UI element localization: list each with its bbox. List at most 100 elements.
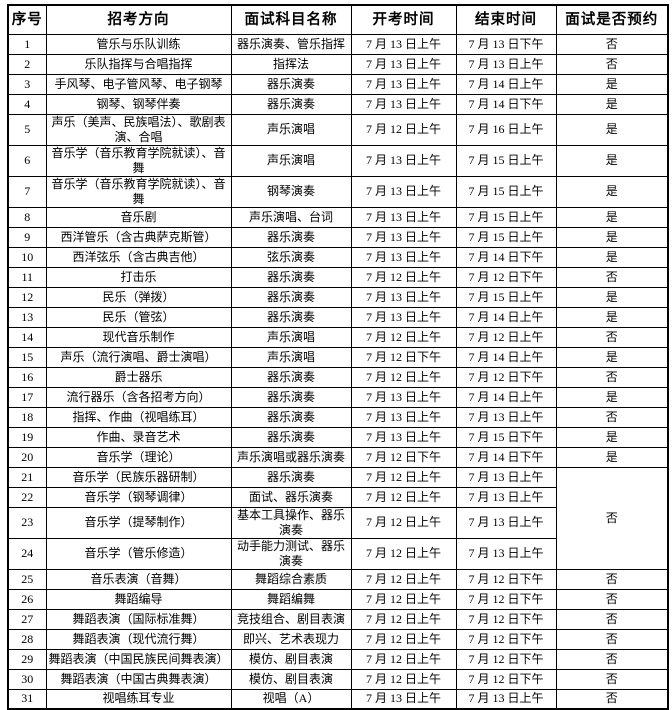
cell-end-time: 7 月 12 日下午 <box>455 608 557 630</box>
cell-appointment: 否 <box>555 266 669 288</box>
cell-start-time: 7 月 13 日上午 <box>350 93 457 115</box>
cell-interview-subject: 舞蹈综合素质 <box>230 568 352 590</box>
cell-end-time: 7 月 13 日上午 <box>455 406 557 428</box>
cell-start-time: 7 月 12 日上午 <box>350 113 457 146</box>
cell-appointment: 是 <box>555 144 669 177</box>
cell-interview-subject: 动手能力测试、器乐演奏 <box>230 537 352 570</box>
cell-start-time: 7 月 13 日上午 <box>350 386 457 408</box>
cell-end-time: 7 月 13 日上午 <box>455 53 557 75</box>
cell-end-time: 7 月 14 日上午 <box>455 346 557 368</box>
cell-serial-number: 20 <box>7 446 47 468</box>
cell-serial-number: 11 <box>7 266 47 288</box>
cell-serial-number: 16 <box>7 366 47 388</box>
cell-end-time: 7 月 12 日下午 <box>455 588 557 610</box>
cell-interview-subject: 器乐演奏 <box>230 466 352 488</box>
cell-end-time: 7 月 13 日上午 <box>455 537 557 570</box>
cell-interview-subject: 器乐演奏 <box>230 426 352 448</box>
cell-interview-subject: 器乐演奏、管乐指挥 <box>230 33 352 55</box>
cell-serial-number: 18 <box>7 406 47 428</box>
cell-end-time: 7 月 13 日上午 <box>455 486 557 508</box>
cell-start-time: 7 月 12 日下午 <box>350 346 457 368</box>
cell-recruit-direction: 手风琴、电子管风琴、电子钢琴 <box>45 73 232 95</box>
cell-start-time: 7 月 13 日上午 <box>350 175 457 208</box>
cell-serial-number: 10 <box>7 246 47 268</box>
cell-serial-number: 28 <box>7 628 47 650</box>
cell-recruit-direction: 声乐（美声、民族唱法）、歌剧表演、合唱 <box>45 113 232 146</box>
cell-appointment: 否 <box>555 53 669 75</box>
cell-recruit-direction: 打击乐 <box>45 266 232 288</box>
cell-interview-subject: 器乐演奏 <box>230 406 352 428</box>
header-serial-number: 序号 <box>7 4 47 35</box>
table-row: 7 音乐学（音乐教育学院就读）、音舞 钢琴演奏 7 月 13 日上午 7 月 1… <box>7 175 669 208</box>
cell-serial-number: 2 <box>7 53 47 75</box>
cell-start-time: 7 月 12 日上午 <box>350 326 457 348</box>
cell-recruit-direction: 音乐学（提琴制作） <box>45 506 232 539</box>
cell-appointment: 否 <box>555 588 669 610</box>
cell-recruit-direction: 音乐学（管乐修造） <box>45 537 232 570</box>
cell-end-time: 7 月 12 日下午 <box>455 648 557 670</box>
cell-appointment: 是 <box>555 386 669 408</box>
cell-end-time: 7 月 15 日上午 <box>455 175 557 208</box>
header-interview-subject: 面试科目名称 <box>230 4 352 35</box>
table-row: 18 指挥、作曲（视唱练耳） 器乐演奏 7 月 13 日上午 7 月 13 日上… <box>7 406 669 428</box>
cell-recruit-direction: 现代音乐制作 <box>45 326 232 348</box>
cell-recruit-direction: 音乐表演（音舞） <box>45 568 232 590</box>
table-row: 10 西洋弦乐（含古典吉他） 弦乐演奏 7 月 13 日上午 7 月 14 日下… <box>7 246 669 268</box>
cell-serial-number: 27 <box>7 608 47 630</box>
table-row: 8 音乐剧 声乐演唱、台词 7 月 13 日上午 7 月 15 日上午 是 <box>7 206 669 228</box>
cell-end-time: 7 月 13 日上午 <box>455 506 557 539</box>
cell-start-time: 7 月 12 日上午 <box>350 506 457 539</box>
cell-start-time: 7 月 12 日上午 <box>350 648 457 670</box>
cell-end-time: 7 月 13 日上午 <box>455 466 557 488</box>
cell-recruit-direction: 舞蹈表演（中国古典舞表演） <box>45 668 232 690</box>
cell-end-time: 7 月 15 日上午 <box>455 226 557 248</box>
cell-interview-subject: 声乐演唱 <box>230 326 352 348</box>
cell-serial-number: 5 <box>7 113 47 146</box>
table-row: 16 爵士器乐 器乐演奏 7 月 12 日上午 7 月 12 日下午 否 <box>7 366 669 388</box>
cell-start-time: 7 月 13 日上午 <box>350 206 457 228</box>
cell-start-time: 7 月 12 日上午 <box>350 668 457 690</box>
cell-recruit-direction: 舞蹈表演（国际标准舞） <box>45 608 232 630</box>
cell-end-time: 7 月 14 日上午 <box>455 73 557 95</box>
cell-interview-subject: 视唱（A） <box>230 688 352 710</box>
table-row: 14 现代音乐制作 声乐演唱 7 月 12 日上午 7 月 12 日上午 否 <box>7 326 669 348</box>
cell-appointment: 是 <box>555 206 669 228</box>
header-start-time: 开考时间 <box>350 4 457 35</box>
cell-appointment: 是 <box>555 306 669 328</box>
table-row: 12 民乐（弹拨） 器乐演奏 7 月 13 日上午 7 月 15 日上午 是 <box>7 286 669 308</box>
cell-appointment: 否 <box>555 648 669 670</box>
cell-interview-subject: 声乐演唱 <box>230 113 352 146</box>
cell-appointment: 否 <box>555 628 669 650</box>
cell-interview-subject: 声乐演唱 <box>230 144 352 177</box>
cell-serial-number: 4 <box>7 93 47 115</box>
cell-serial-number: 17 <box>7 386 47 408</box>
cell-start-time: 7 月 13 日上午 <box>350 226 457 248</box>
cell-interview-subject: 器乐演奏 <box>230 93 352 115</box>
cell-appointment: 是 <box>555 446 669 468</box>
cell-appointment: 是 <box>555 113 669 146</box>
table-row: 9 西洋管乐（含古典萨克斯管） 器乐演奏 7 月 13 日上午 7 月 15 日… <box>7 226 669 248</box>
cell-serial-number: 7 <box>7 175 47 208</box>
header-end-time: 结束时间 <box>455 4 557 35</box>
cell-serial-number: 31 <box>7 688 47 710</box>
cell-end-time: 7 月 15 日上午 <box>455 286 557 308</box>
cell-appointment: 否 <box>555 326 669 348</box>
cell-serial-number: 30 <box>7 668 47 690</box>
cell-start-time: 7 月 13 日上午 <box>350 246 457 268</box>
cell-start-time: 7 月 13 日上午 <box>350 33 457 55</box>
table-header-row: 序号 招考方向 面试科目名称 开考时间 结束时间 面试是否预约 <box>7 4 669 35</box>
cell-recruit-direction: 音乐学（理论） <box>45 446 232 468</box>
cell-interview-subject: 模仿、剧目表演 <box>230 648 352 670</box>
cell-end-time: 7 月 12 日下午 <box>455 668 557 690</box>
cell-appointment: 是 <box>555 226 669 248</box>
table-row: 1 管乐与乐队训练 器乐演奏、管乐指挥 7 月 13 日上午 7 月 13 日下… <box>7 33 669 55</box>
cell-interview-subject: 钢琴演奏 <box>230 175 352 208</box>
cell-recruit-direction: 指挥、作曲（视唱练耳） <box>45 406 232 428</box>
cell-interview-subject: 器乐演奏 <box>230 286 352 308</box>
cell-recruit-direction: 西洋管乐（含古典萨克斯管） <box>45 226 232 248</box>
cell-recruit-direction: 音乐学（钢琴调律） <box>45 486 232 508</box>
cell-start-time: 7 月 12 日上午 <box>350 486 457 508</box>
cell-interview-subject: 模仿、剧目表演 <box>230 668 352 690</box>
cell-end-time: 7 月 14 日下午 <box>455 93 557 115</box>
cell-end-time: 7 月 15 日下午 <box>455 426 557 448</box>
